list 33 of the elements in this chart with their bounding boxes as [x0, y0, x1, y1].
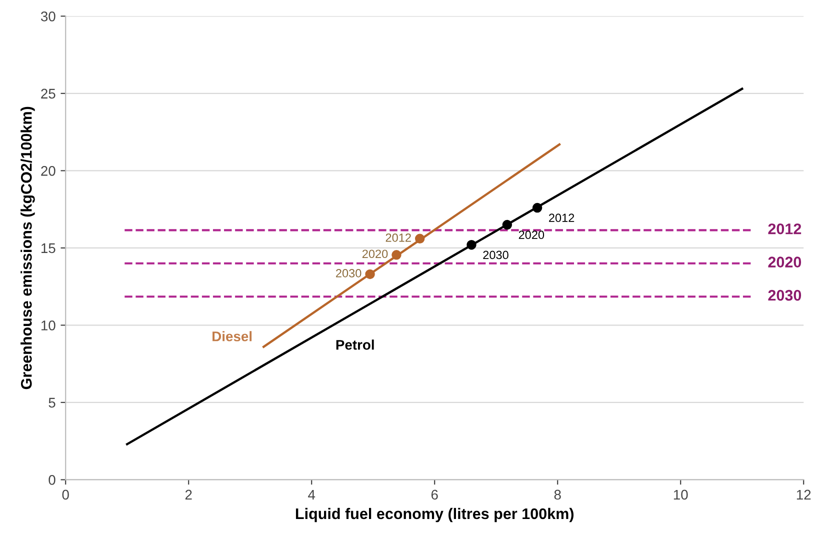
y-tick-label: 25 [41, 88, 56, 99]
y-tick-label: 30 [40, 12, 56, 22]
point [365, 269, 375, 280]
annotation: 2012 [549, 214, 574, 222]
series-label: Diesel [212, 331, 252, 342]
x-tick-label: 4 [308, 490, 316, 500]
y-tick-label: 5 [48, 398, 56, 408]
x-tick-label: 2 [185, 490, 192, 500]
annotation: 2030 [483, 250, 508, 260]
point [466, 240, 476, 250]
point [414, 234, 425, 244]
y-tick-label: 15 [41, 243, 56, 254]
annotation: 2012 [386, 233, 411, 242]
annotation: 2020 [768, 256, 802, 268]
annotation: 2030 [768, 290, 802, 301]
annotation: 2020 [362, 250, 388, 258]
x-tick-label: 12 [796, 490, 811, 500]
point [502, 220, 512, 230]
annotation: 2020 [518, 230, 544, 240]
annotation: 2012 [768, 223, 802, 234]
point [392, 250, 402, 260]
x-axis-title: Liquid fuel economy (litres per 100km) [296, 508, 574, 522]
y-axis-title: Greenhouse emissions (kgCO2/100km) [20, 106, 35, 390]
y-tick-label: 20 [41, 166, 56, 176]
x-tick-label: 6 [431, 490, 438, 500]
y-tick-label: 0 [48, 475, 56, 485]
x-tick-label: 10 [674, 490, 688, 500]
y-tick-label: 10 [41, 320, 56, 330]
annotation: 2030 [336, 269, 362, 278]
x-tick-label: 0 [62, 490, 69, 500]
series-label: Petrol [336, 340, 374, 350]
point [532, 202, 542, 213]
x-tick-label: 8 [554, 490, 561, 500]
